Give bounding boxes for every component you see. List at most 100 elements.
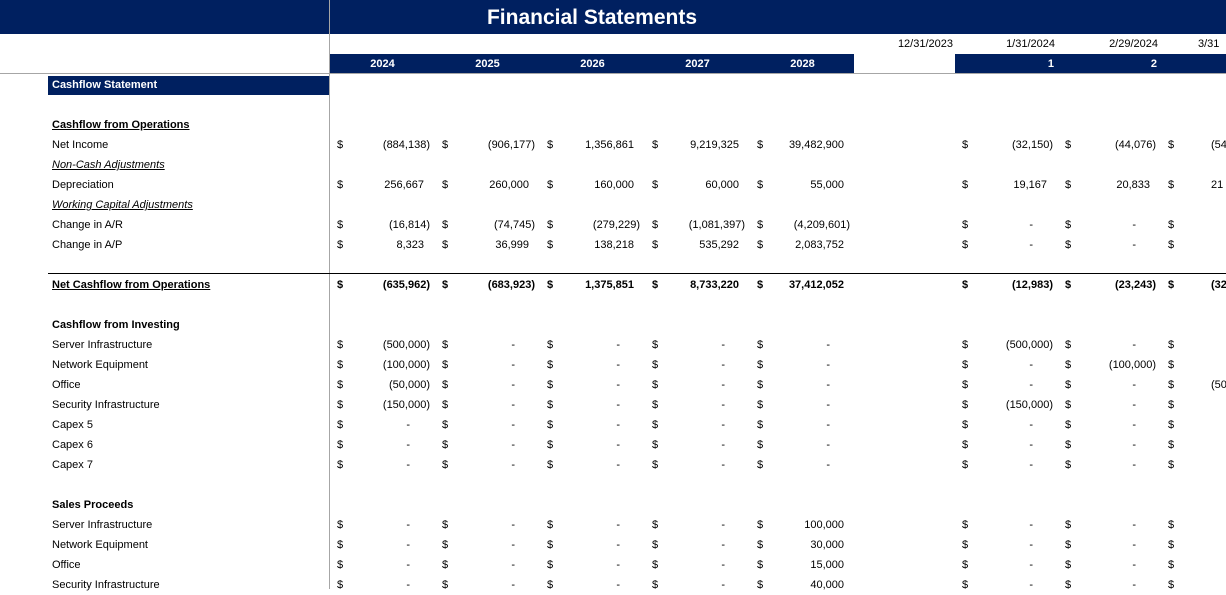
cell-value[interactable]: (4,209,601) [793, 219, 850, 231]
cell-value[interactable]: 20,833 [1116, 179, 1150, 191]
currency-symbol[interactable]: $ [337, 459, 344, 471]
currency-symbol[interactable]: $ [547, 279, 554, 291]
currency-symbol[interactable]: $ [962, 579, 969, 591]
cell-value[interactable]: (100,000) [382, 359, 430, 371]
currency-symbol[interactable]: $ [1168, 139, 1175, 151]
currency-symbol[interactable]: $ [547, 519, 554, 531]
currency-symbol[interactable]: $ [1168, 379, 1175, 391]
cell-value[interactable]: - [511, 439, 515, 451]
cell-value[interactable]: - [1029, 459, 1033, 471]
currency-symbol[interactable]: $ [962, 459, 969, 471]
cell-value[interactable]: - [511, 519, 515, 531]
cell-value[interactable]: - [826, 399, 830, 411]
cell-value[interactable]: - [1029, 579, 1033, 591]
currency-symbol[interactable]: $ [442, 579, 449, 591]
currency-symbol[interactable]: $ [547, 399, 554, 411]
currency-symbol[interactable]: $ [337, 279, 344, 291]
cell-value[interactable]: - [511, 579, 515, 591]
cell-value[interactable]: (150,000) [1005, 399, 1053, 411]
currency-symbol[interactable]: $ [652, 579, 659, 591]
cell-value[interactable]: - [826, 459, 830, 471]
cell-value[interactable]: 9,219,325 [690, 139, 739, 151]
section-title[interactable]: Cashflow Statement [48, 76, 329, 95]
currency-symbol[interactable]: $ [652, 439, 659, 451]
currency-symbol[interactable]: $ [757, 419, 764, 431]
cell-value[interactable]: (279,229) [592, 219, 640, 231]
cell-value[interactable]: - [406, 459, 410, 471]
cell-value[interactable]: - [1029, 239, 1033, 251]
currency-symbol[interactable]: $ [757, 399, 764, 411]
cell-value[interactable]: - [616, 419, 620, 431]
currency-symbol[interactable]: $ [1065, 179, 1072, 191]
cell-value[interactable]: - [616, 359, 620, 371]
row-label[interactable]: Cashflow from Investing [52, 319, 180, 331]
row-label[interactable]: Change in A/R [52, 219, 123, 231]
currency-symbol[interactable]: $ [962, 219, 969, 231]
cell-value[interactable]: - [1132, 459, 1136, 471]
cell-value[interactable]: - [721, 359, 725, 371]
currency-symbol[interactable]: $ [962, 559, 969, 571]
currency-symbol[interactable]: $ [757, 379, 764, 391]
currency-symbol[interactable]: $ [652, 279, 659, 291]
row-label[interactable]: Office [52, 559, 81, 571]
currency-symbol[interactable]: $ [962, 339, 969, 351]
currency-symbol[interactable]: $ [757, 519, 764, 531]
cell-value[interactable]: - [826, 339, 830, 351]
currency-symbol[interactable]: $ [1065, 419, 1072, 431]
cell-value[interactable]: - [1132, 219, 1136, 231]
cell-value[interactable]: - [721, 439, 725, 451]
currency-symbol[interactable]: $ [442, 539, 449, 551]
cell-value[interactable]: - [721, 579, 725, 591]
cell-value[interactable]: - [511, 539, 515, 551]
currency-symbol[interactable]: $ [547, 339, 554, 351]
cell-value[interactable]: - [511, 559, 515, 571]
cell-value[interactable]: (23,243) [1115, 279, 1156, 291]
cell-value[interactable]: - [616, 579, 620, 591]
cell-value[interactable]: 535,292 [699, 239, 739, 251]
currency-symbol[interactable]: $ [337, 579, 344, 591]
cell-value[interactable]: 256,667 [384, 179, 424, 191]
row-label[interactable]: Cashflow from Operations [52, 119, 190, 131]
currency-symbol[interactable]: $ [757, 359, 764, 371]
cell-value[interactable]: (635,962) [382, 279, 430, 291]
row-label[interactable]: Change in A/P [52, 239, 123, 251]
cell-value[interactable]: - [511, 459, 515, 471]
currency-symbol[interactable]: $ [1168, 419, 1175, 431]
cell-value[interactable]: - [1132, 239, 1136, 251]
currency-symbol[interactable]: $ [337, 179, 344, 191]
currency-symbol[interactable]: $ [442, 459, 449, 471]
currency-symbol[interactable]: $ [1065, 279, 1072, 291]
cell-value[interactable]: - [721, 519, 725, 531]
currency-symbol[interactable]: $ [1065, 219, 1072, 231]
currency-symbol[interactable]: $ [337, 219, 344, 231]
currency-symbol[interactable]: $ [962, 539, 969, 551]
currency-symbol[interactable]: $ [547, 139, 554, 151]
currency-symbol[interactable]: $ [1168, 239, 1175, 251]
currency-symbol[interactable]: $ [962, 379, 969, 391]
cell-value[interactable]: - [1132, 379, 1136, 391]
row-label[interactable]: Capex 5 [52, 419, 93, 431]
cell-value[interactable]: - [616, 399, 620, 411]
cell-value[interactable]: - [406, 519, 410, 531]
currency-symbol[interactable]: $ [757, 139, 764, 151]
cell-value[interactable]: 36,999 [495, 239, 529, 251]
currency-symbol[interactable]: $ [1065, 539, 1072, 551]
cell-value[interactable]: - [1029, 379, 1033, 391]
currency-symbol[interactable]: $ [1065, 579, 1072, 591]
cell-value[interactable]: - [616, 439, 620, 451]
currency-symbol[interactable]: $ [757, 339, 764, 351]
currency-symbol[interactable]: $ [547, 559, 554, 571]
currency-symbol[interactable]: $ [337, 419, 344, 431]
currency-symbol[interactable]: $ [1168, 439, 1175, 451]
cell-value[interactable]: 37,412,052 [788, 279, 844, 291]
cell-value[interactable]: - [826, 439, 830, 451]
cell-value[interactable]: 100,000 [804, 519, 844, 531]
currency-symbol[interactable]: $ [652, 359, 659, 371]
cell-value[interactable]: - [616, 559, 620, 571]
currency-symbol[interactable]: $ [442, 139, 449, 151]
cell-value[interactable]: (500,000) [382, 339, 430, 351]
cell-value[interactable]: - [1132, 339, 1136, 351]
row-label[interactable]: Office [52, 379, 81, 391]
currency-symbol[interactable]: $ [1168, 179, 1175, 191]
row-label[interactable]: Network Equipment [52, 359, 148, 371]
